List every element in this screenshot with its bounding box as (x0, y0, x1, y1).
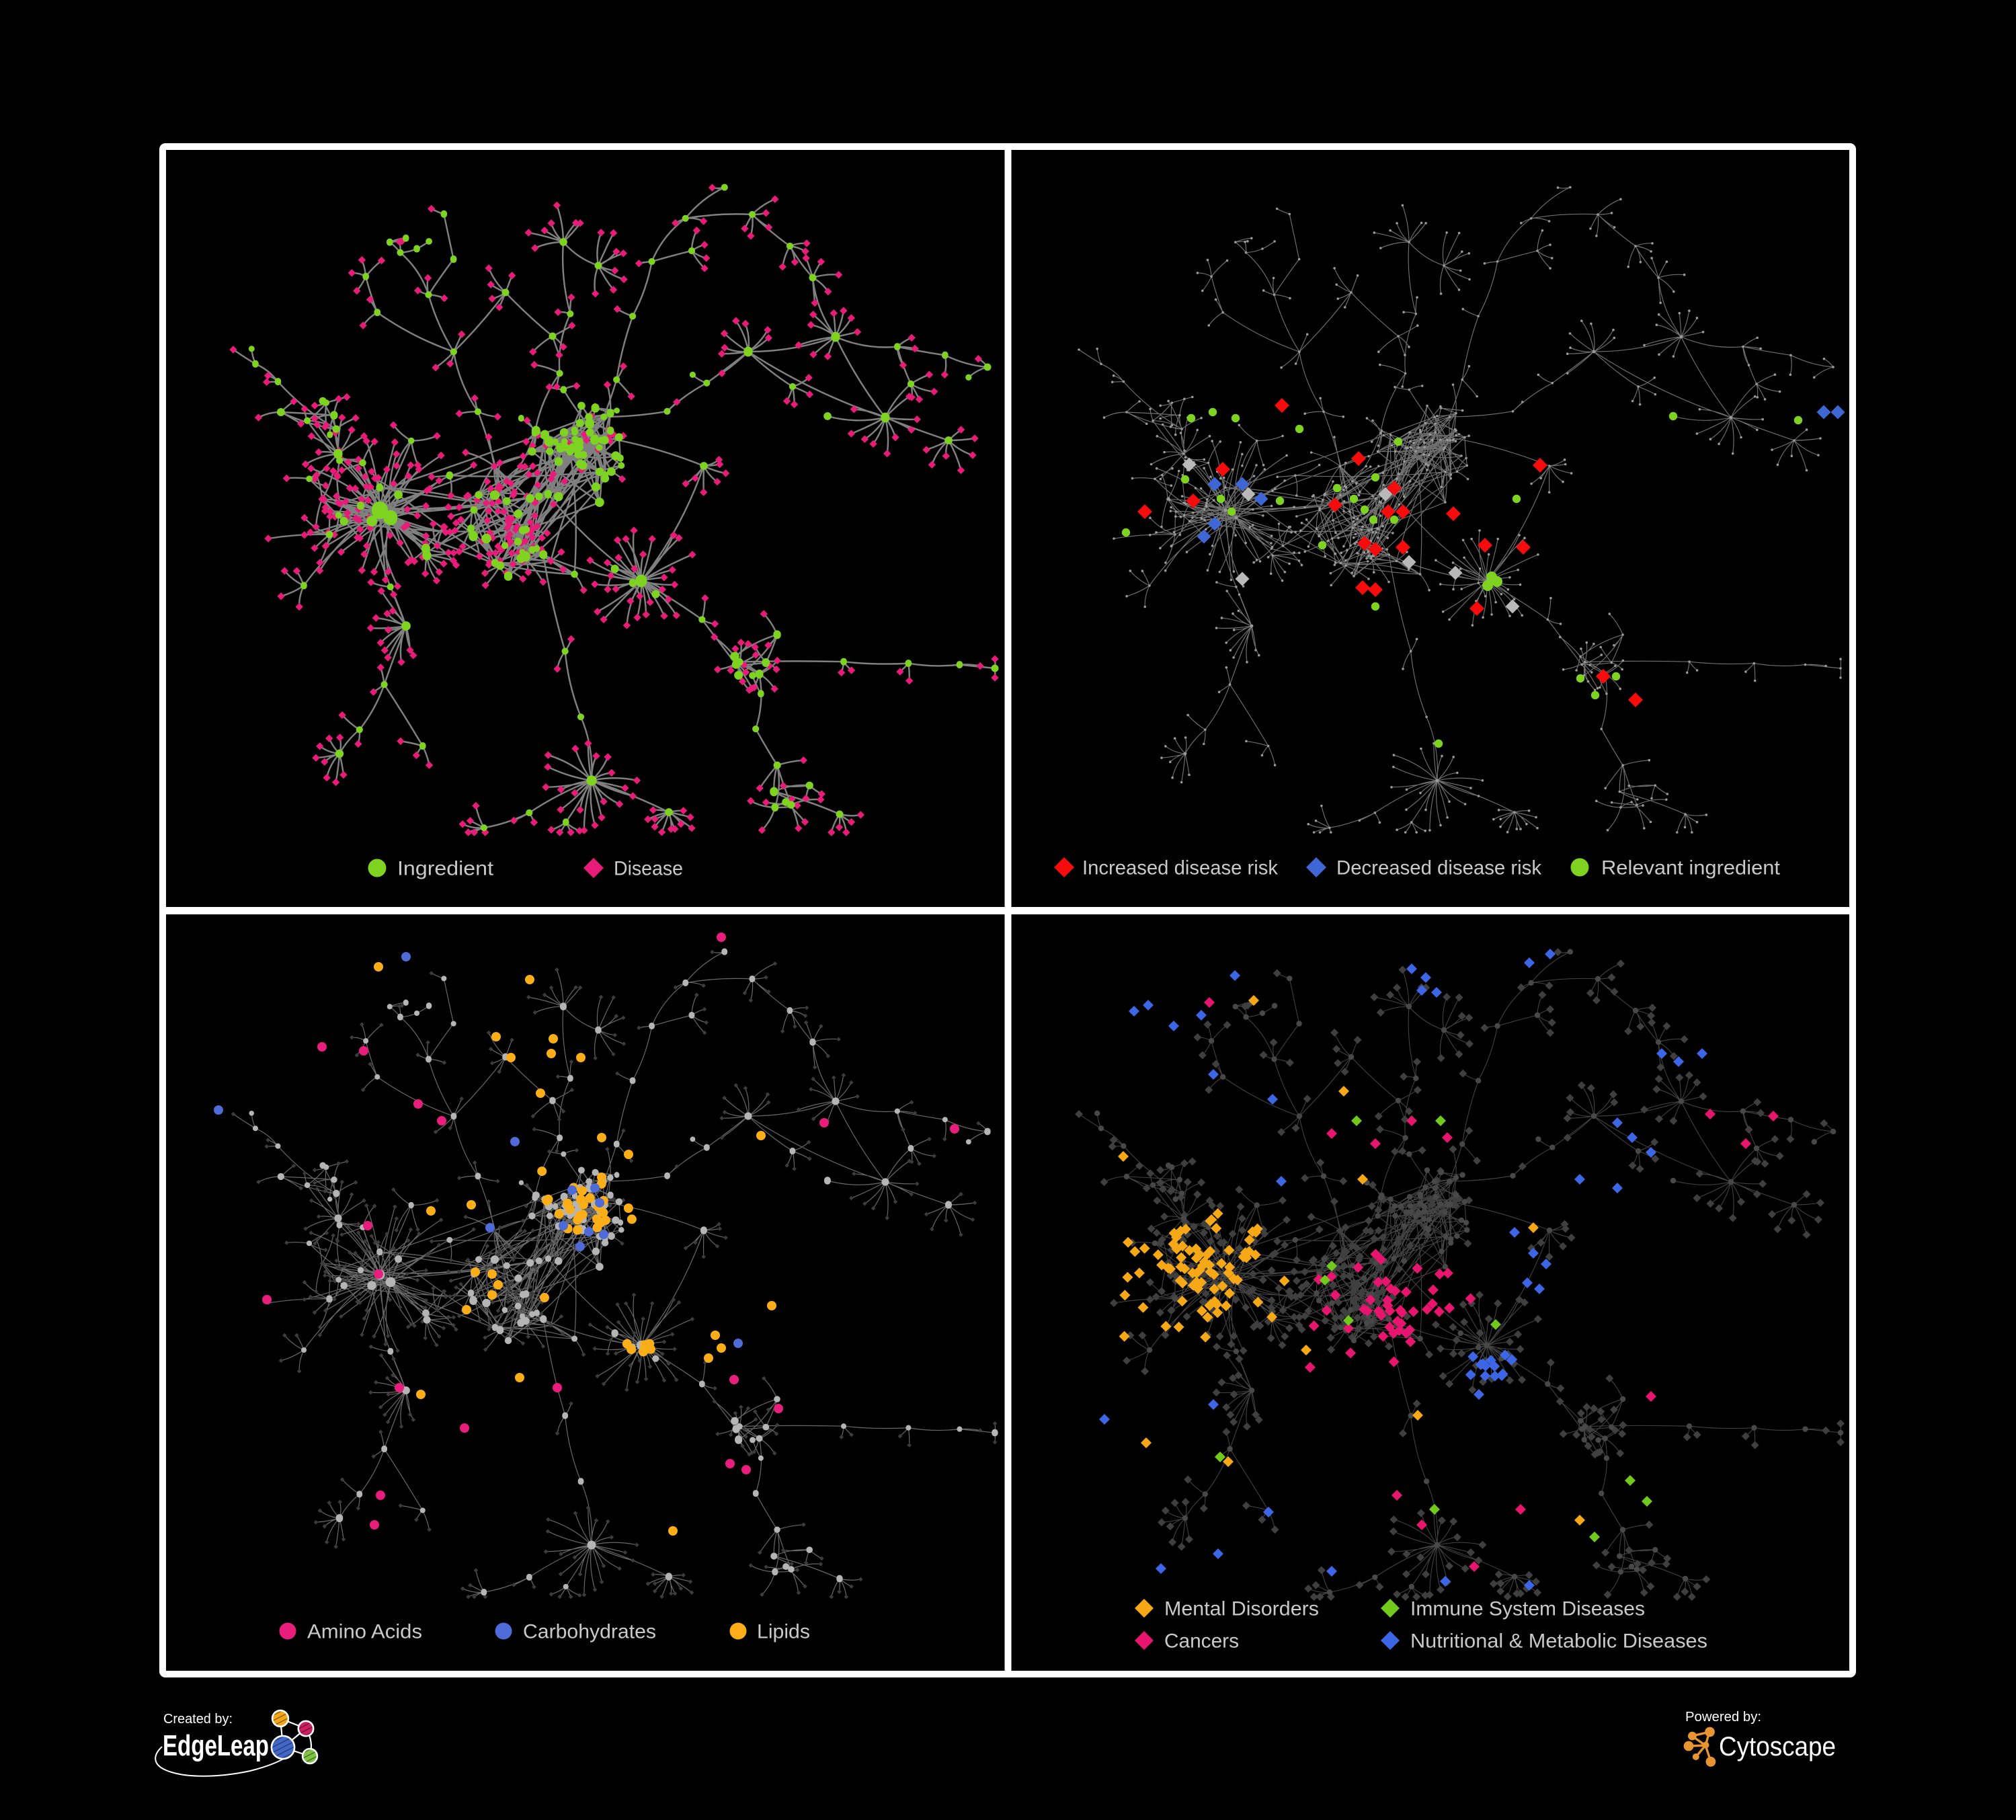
svg-text:Ingredient: Ingredient (397, 858, 494, 880)
svg-text:Amino Acids: Amino Acids (307, 1621, 422, 1643)
svg-text:EdgeLeap: EdgeLeap (163, 1729, 269, 1762)
svg-text:Created by:: Created by: (163, 1712, 233, 1727)
svg-text:Nutritional & Metabolic Diseas: Nutritional & Metabolic Diseases (1410, 1630, 1707, 1653)
svg-text:Carbohydrates: Carbohydrates (523, 1621, 656, 1643)
svg-text:Relevant ingredient: Relevant ingredient (1601, 857, 1781, 879)
svg-text:Mental Disorders: Mental Disorders (1164, 1598, 1319, 1620)
svg-text:Cytoscape: Cytoscape (1719, 1732, 1836, 1762)
svg-text:Increased disease risk: Increased disease risk (1082, 857, 1279, 879)
svg-text:Cancers: Cancers (1164, 1630, 1239, 1653)
svg-text:Lipids: Lipids (757, 1621, 810, 1643)
svg-text:Decreased disease risk: Decreased disease risk (1336, 857, 1542, 879)
svg-text:Powered by:: Powered by: (1685, 1710, 1761, 1725)
svg-text:Disease: Disease (614, 858, 683, 880)
svg-text:Immune System Diseases: Immune System Diseases (1410, 1598, 1645, 1620)
